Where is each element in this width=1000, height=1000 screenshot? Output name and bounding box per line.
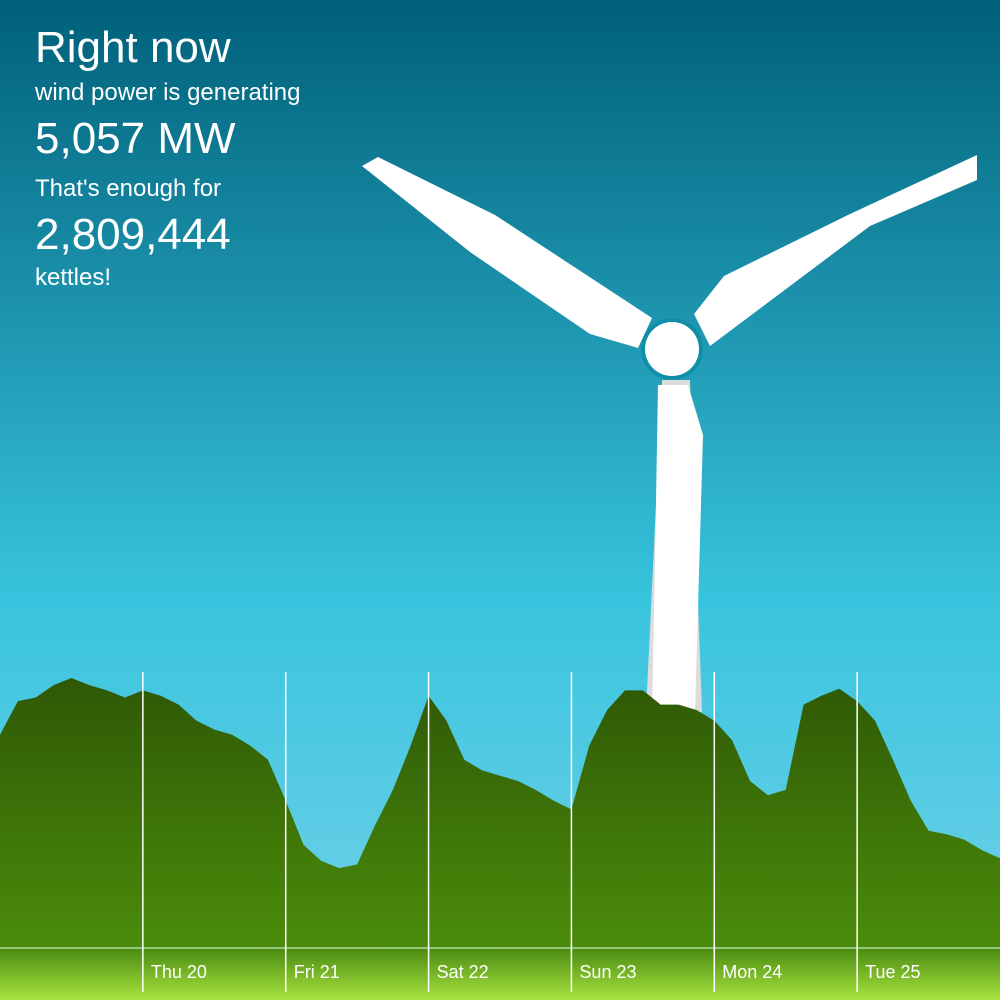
blade — [694, 155, 977, 346]
text: kettles! — [35, 264, 111, 291]
x-tick-label: Tue 25 — [865, 962, 920, 982]
hub — [645, 322, 699, 376]
x-tick-label: Sat 22 — [437, 962, 489, 982]
headline: Right now — [35, 23, 231, 72]
area — [0, 678, 1000, 948]
turbine — [362, 155, 977, 712]
blade — [362, 157, 652, 348]
ground — [0, 948, 1000, 1000]
power-value: 5,057 MW — [35, 114, 236, 163]
chart — [0, 678, 1000, 948]
x-tick-label: Mon 24 — [722, 962, 782, 982]
x-tick-label: Thu 20 — [151, 962, 207, 982]
x-tick-label: Fri 21 — [294, 962, 340, 982]
kettle-count: 2,809,444 — [35, 210, 231, 259]
x-axis: Thu 20 Fri 21 Sat 22 Sun 23 Mon 24 Tue 25 — [142, 672, 921, 992]
text: wind power is generating — [34, 79, 301, 106]
blade — [652, 385, 703, 712]
text: That's enough for — [35, 175, 221, 202]
x-tick-label: Sun 23 — [579, 962, 636, 982]
